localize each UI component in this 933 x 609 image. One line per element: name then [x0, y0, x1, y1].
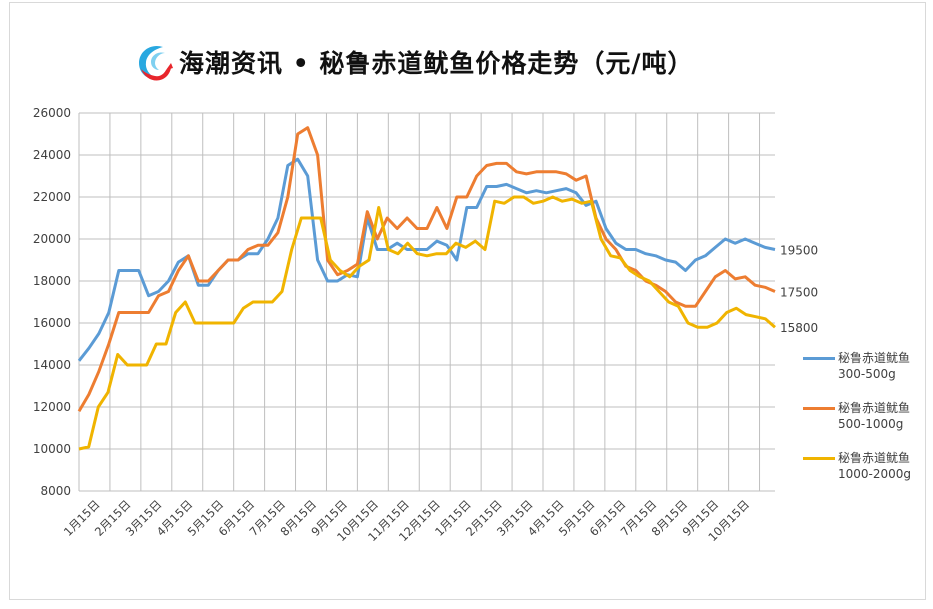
haichao-logo-icon: [139, 45, 173, 81]
svg-text:8000: 8000: [40, 484, 71, 498]
end-value-label: 19500: [780, 244, 818, 258]
legend-swatch-yellow: [803, 457, 835, 460]
end-value-label: 15800: [780, 321, 818, 335]
legend-item-300-500g[interactable]: 秘鲁赤道鱿鱼 300-500g: [803, 350, 933, 382]
svg-text:12000: 12000: [33, 400, 71, 414]
series-line-1: [77, 126, 776, 412]
gridlines: [78, 112, 775, 492]
svg-text:26000: 26000: [33, 106, 71, 120]
legend-item-1000-2000g[interactable]: 秘鲁赤道鱿鱼 1000-2000g: [803, 450, 933, 482]
svg-text:10000: 10000: [33, 442, 71, 456]
legend-swatch-blue: [803, 357, 835, 360]
end-labels: 19500 17500 15800: [780, 244, 818, 336]
svg-text:14000: 14000: [33, 358, 71, 372]
chart-frame: [9, 2, 926, 600]
y-axis: 8000 10000 12000 14000 16000 18000 20000 22000 2…: [33, 106, 71, 498]
svg-text:18000: 18000: [33, 274, 71, 288]
legend-label: 秘鲁赤道鱿鱼 500-1000g: [838, 401, 911, 431]
x-axis: 1月15日2月15日3月15日4月15日5月15日6月15日7月15日8月15日…: [61, 497, 752, 544]
series-lines: [77, 126, 776, 451]
legend-item-500-1000g[interactable]: 秘鲁赤道鱿鱼 500-1000g: [803, 400, 933, 432]
chart-header: 海潮资讯 • 秘鲁赤道鱿鱼价格走势（元/吨）: [133, 40, 694, 84]
svg-text:24000: 24000: [33, 148, 71, 162]
svg-text:20000: 20000: [33, 232, 71, 246]
end-value-label: 17500: [780, 286, 818, 300]
legend-label: 秘鲁赤道鱿鱼 300-500g: [838, 351, 911, 381]
chart-title: 海潮资讯 • 秘鲁赤道鱿鱼价格走势（元/吨）: [179, 49, 694, 78]
svg-text:22000: 22000: [33, 190, 71, 204]
series-line-2: [78, 195, 776, 451]
svg-text:16000: 16000: [33, 316, 71, 330]
legend-label: 秘鲁赤道鱿鱼 1000-2000g: [838, 451, 912, 481]
legend-swatch-orange: [803, 407, 835, 410]
series-line-0: [77, 157, 776, 362]
